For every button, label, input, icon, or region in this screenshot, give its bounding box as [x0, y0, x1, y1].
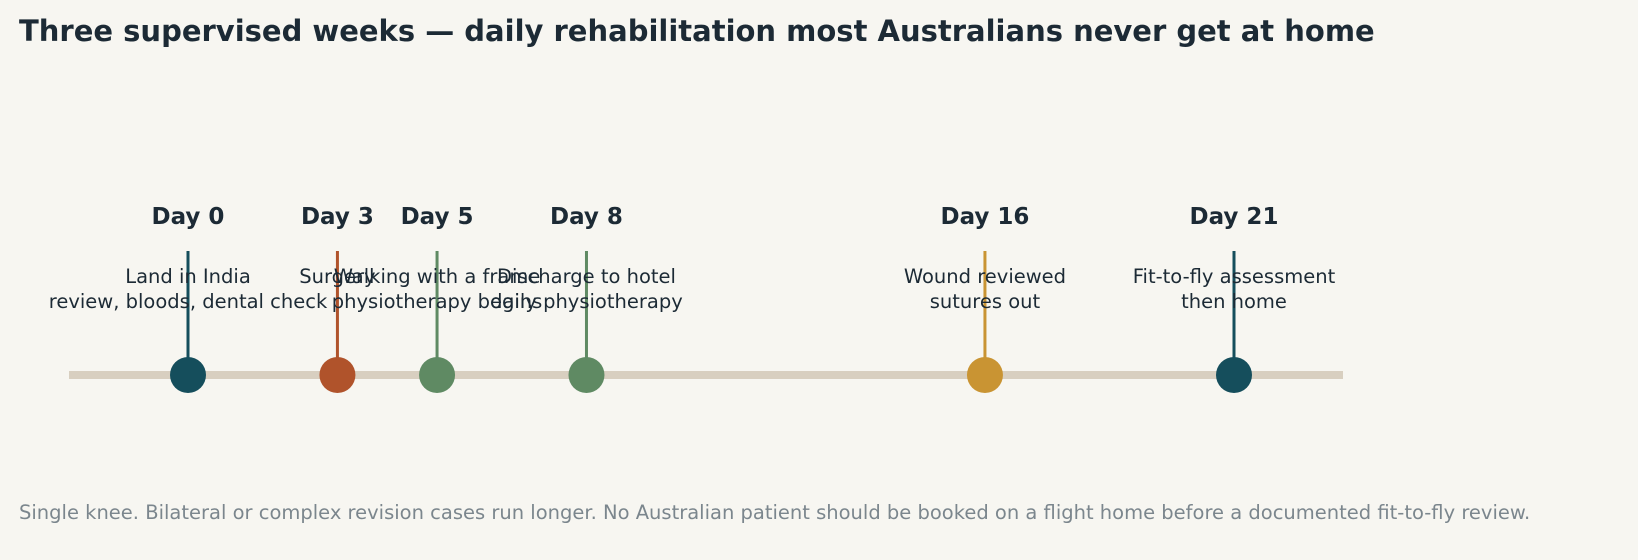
event-description: Wound reviewed: [904, 265, 1066, 288]
event-description: Discharge to hotel: [497, 265, 676, 288]
event-description: daily physiotherapy: [490, 290, 683, 313]
event-description: Walking with a frame: [334, 265, 541, 288]
chart-title: Three supervised weeks — daily rehabilit…: [19, 14, 1375, 48]
event-day-label: Day 3: [301, 204, 374, 230]
event-marker: [170, 357, 206, 393]
event-marker: [319, 357, 356, 393]
event-description: review, bloods, dental check: [49, 290, 328, 313]
event-description: sutures out: [930, 290, 1041, 313]
event-day-label: Day 8: [550, 204, 623, 230]
event-marker: [966, 357, 1003, 393]
event-day-label: Day 0: [152, 204, 225, 230]
event-description: Land in India: [125, 265, 251, 288]
chart-footnote: Single knee. Bilateral or complex revisi…: [19, 501, 1531, 524]
event-day-label: Day 16: [940, 204, 1029, 230]
event-description: Fit-to-fly assessment: [1133, 265, 1336, 288]
event-description: then home: [1181, 290, 1287, 313]
event-description: physiotherapy begins: [332, 290, 543, 313]
event-marker: [1216, 357, 1252, 393]
event-marker: [568, 357, 605, 393]
event-marker: [419, 357, 456, 393]
event-description: Surgery: [299, 265, 375, 288]
event-day-label: Day 21: [1190, 204, 1279, 230]
event-day-label: Day 5: [401, 204, 474, 230]
